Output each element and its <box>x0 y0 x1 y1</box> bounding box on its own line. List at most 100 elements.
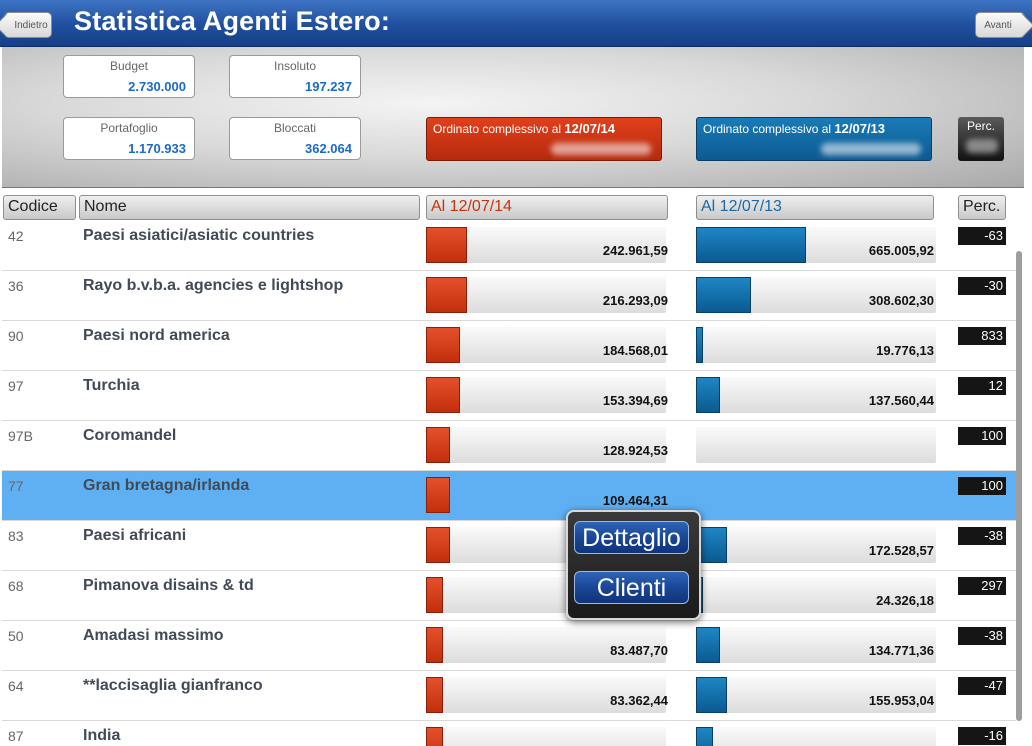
column-header-previous[interactable]: Al 12/07/13 <box>696 195 934 220</box>
perc-summary-box: Perc. <box>958 117 1004 161</box>
perc-badge: 100 <box>958 477 1006 495</box>
table-row[interactable]: 87 India 76.625,73 90.876,99 -16 <box>2 721 1016 746</box>
previous-bar-fill <box>696 677 727 713</box>
table-row[interactable]: 83 Paesi africani 172.528,57 -38 <box>2 521 1016 571</box>
perc-summary-label: Perc. <box>966 119 995 133</box>
current-bar-track <box>426 427 666 463</box>
table-row[interactable]: 36 Rayo b.v.b.a. agencies e lightshop 216.… <box>2 271 1016 321</box>
current-bar-fill <box>426 327 460 363</box>
current-bar-track <box>426 377 666 413</box>
table-row[interactable]: 64 **laccisaglia gianfranco 83.362,44 155.9… <box>2 671 1016 721</box>
title-bar: Indietro Statistica Agenti Estero: Avant… <box>0 0 1032 47</box>
previous-amount: 90.876,99 <box>784 743 934 746</box>
back-button[interactable]: Indietro <box>4 12 52 38</box>
insoluto-box: Insoluto 197.237 <box>229 55 361 98</box>
perc-badge: -47 <box>958 677 1006 695</box>
detail-button[interactable]: Dettaglio <box>574 521 689 554</box>
current-bar-fill <box>426 577 443 613</box>
previous-bar-fill <box>696 727 713 746</box>
previous-amount: 665.005,92 <box>868 243 934 258</box>
column-header-nome[interactable]: Nome <box>79 195 420 220</box>
previous-amount: 19.776,13 <box>876 343 934 358</box>
portafoglio-label: Portafoglio <box>100 121 158 135</box>
table-row[interactable]: 90 Paesi nord america 184.568,01 19.776,13 8… <box>2 321 1016 371</box>
previous-bar-fill <box>696 327 703 363</box>
current-amount: 128.924,53 <box>602 443 668 458</box>
row-code: 42 <box>8 228 24 244</box>
row-name: Amadasi massimo <box>83 627 224 644</box>
row-code: 64 <box>8 678 24 694</box>
table-row[interactable]: 42 Paesi asiatici/asiatic countries 242.96… <box>2 221 1016 271</box>
current-bar-fill <box>426 527 450 563</box>
row-name: Paesi africani <box>83 527 187 544</box>
previous-bar-track <box>696 227 936 263</box>
perc-badge: 297 <box>958 577 1006 595</box>
column-header-perc[interactable]: Perc. <box>958 195 1006 220</box>
perc-badge: -16 <box>958 727 1006 745</box>
ordered-current-blurred-value <box>551 143 651 155</box>
row-code: 90 <box>8 328 24 344</box>
perc-badge: 12 <box>958 377 1006 395</box>
table-row[interactable]: 97B Coromandel 128.924,53 100 <box>2 421 1016 471</box>
row-code: 50 <box>8 628 24 644</box>
table-row[interactable]: 97 Turchia 153.394,69 137.560,44 12 <box>2 371 1016 421</box>
previous-amount: 24.326,18 <box>876 593 934 608</box>
row-code: 87 <box>8 728 24 744</box>
table-row[interactable]: 68 Pimanova disains & td 24.326,18 297 <box>2 571 1016 621</box>
portafoglio-value: 1.170.933 <box>128 141 186 156</box>
perc-badge: -38 <box>958 627 1006 645</box>
current-bar-fill <box>426 427 450 463</box>
row-name: Turchia <box>83 377 140 394</box>
current-amount: 109.464,31 <box>602 493 668 508</box>
previous-amount: 134.771,36 <box>868 643 934 658</box>
table-scrollbar[interactable] <box>1016 221 1022 746</box>
current-amount: 153.394,69 <box>602 393 668 408</box>
current-bar-fill <box>426 227 467 263</box>
current-amount: 216.293,09 <box>602 293 668 308</box>
row-code: 77 <box>8 478 24 494</box>
previous-bar-fill <box>696 377 720 413</box>
row-code: 83 <box>8 528 24 544</box>
perc-badge: 833 <box>958 327 1006 345</box>
forward-button[interactable]: Avanti <box>975 12 1025 38</box>
row-code: 36 <box>8 278 24 294</box>
current-bar-track <box>426 727 666 746</box>
clients-button[interactable]: Clienti <box>574 571 689 604</box>
ordered-current-label: Ordinato complessivo al <box>433 122 562 136</box>
current-bar-track <box>426 627 666 663</box>
table-row[interactable]: 50 Amadasi massimo 83.487,70 134.771,36 -38 <box>2 621 1016 671</box>
row-name: Pimanova disains & td <box>83 577 254 594</box>
column-header-current[interactable]: Al 12/07/14 <box>426 195 668 220</box>
row-name: Paesi nord america <box>83 327 230 344</box>
budget-label: Budget <box>109 59 149 73</box>
forward-button-label: Avanti <box>984 19 1012 31</box>
table-row[interactable]: 77 Gran bretagna/irlanda 109.464,31 100 <box>2 471 1016 521</box>
scrollbar-thumb[interactable] <box>1016 251 1022 721</box>
back-button-label: Indietro <box>14 19 48 31</box>
current-amount: 184.568,01 <box>602 343 668 358</box>
perc-badge: -30 <box>958 277 1006 295</box>
current-bar-track <box>426 477 666 513</box>
previous-bar-fill <box>696 277 751 313</box>
previous-bar-track <box>696 477 936 513</box>
previous-amount: 172.528,57 <box>868 543 934 558</box>
previous-bar-track <box>696 427 936 463</box>
ordered-previous-date: 12/07/13 <box>834 121 886 136</box>
budget-value: 2.730.000 <box>128 79 186 94</box>
ordered-current-box: Ordinato complessivo al 12/07/14 <box>426 117 662 161</box>
previous-amount: 155.953,04 <box>868 693 934 708</box>
perc-summary-blurred-value <box>966 139 998 153</box>
row-name: **laccisaglia gianfranco <box>83 677 263 694</box>
page-title: Statistica Agenti Estero: <box>74 6 391 36</box>
agents-table: 42 Paesi asiatici/asiatic countries 242.96… <box>2 221 1016 746</box>
budget-box: Budget 2.730.000 <box>63 55 195 98</box>
column-header-codice[interactable]: Codice <box>3 195 76 220</box>
insoluto-label: Insoluto <box>273 59 317 73</box>
row-name: Rayo b.v.b.a. agencies e lightshop <box>83 277 344 294</box>
perc-badge: -38 <box>958 527 1006 545</box>
current-bar-track <box>426 277 666 313</box>
previous-bar-track <box>696 727 936 746</box>
ordered-previous-blurred-value <box>821 143 921 155</box>
previous-bar-track <box>696 277 936 313</box>
previous-amount: 137.560,44 <box>868 393 934 408</box>
